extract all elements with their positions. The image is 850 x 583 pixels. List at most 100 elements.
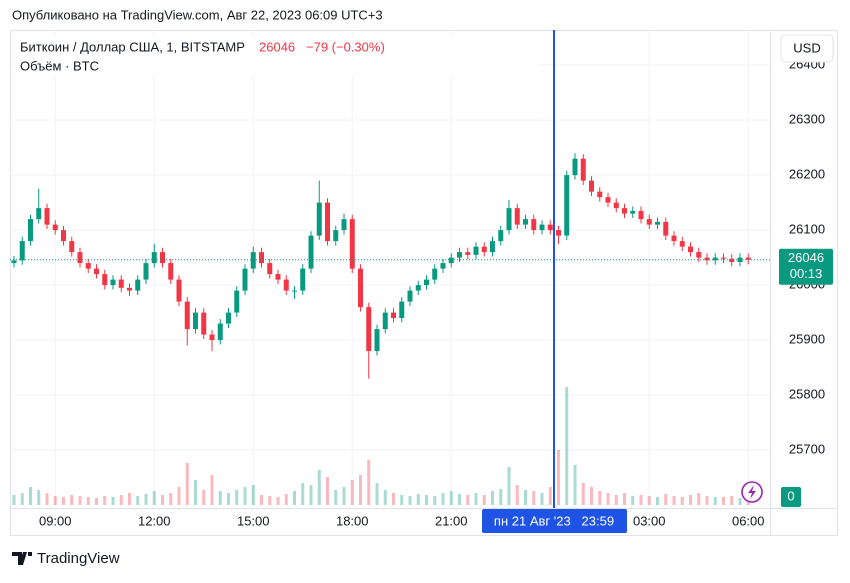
volume-bar xyxy=(400,495,404,505)
x-tick-label: 12:00 xyxy=(138,513,171,528)
y-tick-label: 25700 xyxy=(789,441,825,456)
volume-bar xyxy=(656,497,659,505)
candle-body xyxy=(11,260,17,264)
x-tick-label: 03:00 xyxy=(633,513,666,528)
volume-bar xyxy=(590,487,593,505)
candle-body xyxy=(36,208,42,220)
candle-body xyxy=(745,257,751,260)
volume-bar xyxy=(78,496,82,505)
candle-body xyxy=(275,274,281,280)
y-tick-label: 25900 xyxy=(789,332,825,347)
volume-bar xyxy=(680,497,684,505)
volume-bar xyxy=(606,493,610,505)
candle-body xyxy=(349,219,355,269)
currency-button[interactable] xyxy=(780,34,834,63)
volume-bar xyxy=(293,491,296,505)
volume-bar xyxy=(334,490,338,505)
alert-bolt xyxy=(748,485,756,499)
volume-bar xyxy=(581,483,585,505)
x-tick-label: 15:00 xyxy=(237,513,270,528)
axes: 2570025800259002600026100262002630026400… xyxy=(10,57,833,528)
candle-body xyxy=(226,312,231,324)
candle-body xyxy=(704,257,710,261)
volume-bar xyxy=(177,487,181,505)
brand-name: TradingView xyxy=(37,550,120,567)
candle-body xyxy=(143,263,149,280)
candle-body xyxy=(217,323,223,341)
candle-body xyxy=(415,285,421,291)
candle-layer xyxy=(11,153,751,379)
volume-bar xyxy=(557,450,560,505)
volume-bar xyxy=(235,490,239,505)
symbol-title: Биткоин / Доллар США, 1, BITSTAMP xyxy=(20,39,245,54)
volume-bar xyxy=(375,483,379,505)
candle-body xyxy=(539,224,545,231)
y-tick-label: 26200 xyxy=(789,167,825,182)
x-tick-label: 18:00 xyxy=(336,513,369,528)
volume-bar xyxy=(647,496,651,505)
x-tick-label: 09:00 xyxy=(39,513,72,528)
volume-bar xyxy=(37,490,41,505)
candle-body xyxy=(110,279,116,286)
volume-bar xyxy=(210,475,214,505)
volume-bar xyxy=(524,490,527,505)
candle-body xyxy=(325,202,330,242)
volume-bar xyxy=(350,480,354,505)
candle-body xyxy=(127,287,132,291)
candle-body xyxy=(514,208,520,225)
volume-bar xyxy=(466,495,470,505)
volume-bar xyxy=(474,493,478,505)
candle-body xyxy=(646,219,652,225)
volume-bar xyxy=(119,495,123,505)
volume-bar xyxy=(532,491,536,505)
volume-bar xyxy=(548,487,552,505)
currency-label[interactable]: USD xyxy=(793,40,820,55)
candle-body xyxy=(663,221,669,236)
candle-body xyxy=(267,263,273,275)
candle-body xyxy=(457,252,462,258)
candle-body xyxy=(366,307,372,352)
volume-bar xyxy=(697,493,701,505)
candle-body xyxy=(160,252,165,264)
candle-body xyxy=(292,290,297,292)
candle-body xyxy=(712,257,718,261)
candle-body xyxy=(44,208,50,225)
volume-bar xyxy=(218,491,222,505)
candle-body xyxy=(448,257,454,264)
candle-body xyxy=(168,263,174,280)
candle-body xyxy=(407,290,413,302)
volume-bar xyxy=(713,497,717,505)
last-price-box xyxy=(779,248,833,285)
last-price-legend: 26046 xyxy=(259,39,295,54)
candle-body xyxy=(679,241,685,247)
volume-bar xyxy=(194,480,197,505)
candle-body xyxy=(556,230,561,236)
volume-bar xyxy=(565,387,569,505)
volume-bar xyxy=(243,487,247,505)
volume-bar xyxy=(639,495,643,505)
candle-body xyxy=(135,279,141,291)
volume-bar xyxy=(169,493,173,505)
volume-bar xyxy=(722,497,725,505)
candle-body xyxy=(481,246,487,253)
candle-body xyxy=(61,230,66,242)
candle-body xyxy=(94,268,99,275)
volume-tick-box xyxy=(781,487,801,507)
volume-bar xyxy=(689,495,692,505)
volume-bar xyxy=(482,495,486,505)
volume-bar xyxy=(86,497,90,505)
candle-body xyxy=(184,301,190,330)
candle-body xyxy=(374,329,380,352)
candle-body xyxy=(671,235,677,242)
volume-bar xyxy=(738,498,742,505)
volume-bar xyxy=(111,497,115,505)
volume-layer xyxy=(12,387,750,505)
candle-body xyxy=(69,241,75,253)
candle-body xyxy=(358,268,363,308)
volume-bar xyxy=(383,490,387,505)
published-note: Опубликовано на TradingView.com, Авг 22,… xyxy=(12,7,383,22)
volume-bar xyxy=(441,493,445,505)
candle-body xyxy=(308,235,314,269)
candle-body xyxy=(382,312,388,330)
